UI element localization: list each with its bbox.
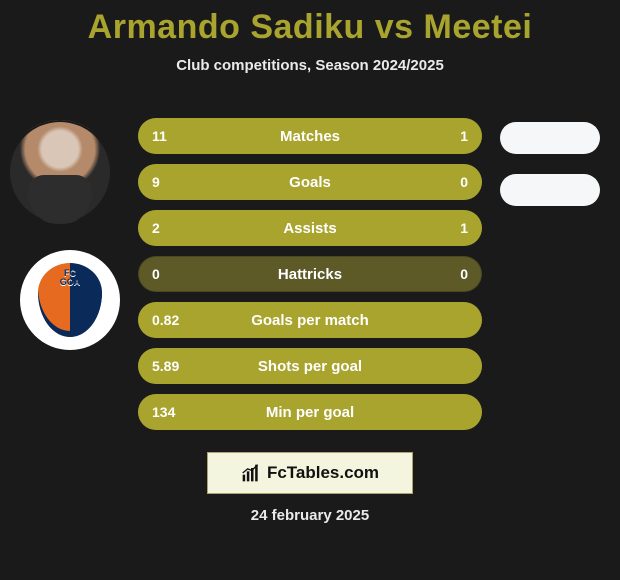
stat-label: Goals xyxy=(138,174,482,191)
snapshot-date: 24 february 2025 xyxy=(0,507,620,524)
stat-value-right: 0 xyxy=(460,174,468,190)
chart-icon xyxy=(241,463,261,483)
player2-avatar xyxy=(500,122,600,154)
player1-avatar xyxy=(8,120,112,224)
stat-row: 134Min per goal xyxy=(138,394,482,430)
player2-club-logo xyxy=(500,174,600,206)
stat-row: 9Goals0 xyxy=(138,164,482,200)
stat-label: Min per goal xyxy=(138,404,482,421)
stat-label: Matches xyxy=(138,128,482,145)
stat-row: 2Assists1 xyxy=(138,210,482,246)
stat-row: 11Matches1 xyxy=(138,118,482,154)
club-logo-text: FCGOA xyxy=(38,269,102,287)
stat-row: 0Hattricks0 xyxy=(138,256,482,292)
brand-badge: FcTables.com xyxy=(207,452,413,494)
stat-value-right: 0 xyxy=(460,266,468,282)
player1-club-logo: FCGOA xyxy=(20,250,120,350)
stat-rows: 11Matches19Goals02Assists10Hattricks00.8… xyxy=(138,118,482,440)
stat-row: 5.89Shots per goal xyxy=(138,348,482,384)
stat-label: Goals per match xyxy=(138,312,482,329)
stat-label: Shots per goal xyxy=(138,358,482,375)
brand-text: FcTables.com xyxy=(267,463,379,483)
page-subtitle: Club competitions, Season 2024/2025 xyxy=(0,57,620,74)
stat-value-right: 1 xyxy=(460,128,468,144)
stat-label: Hattricks xyxy=(138,266,482,283)
stat-value-right: 1 xyxy=(460,220,468,236)
stat-row: 0.82Goals per match xyxy=(138,302,482,338)
page-title: Armando Sadiku vs Meetei xyxy=(0,0,620,47)
stat-label: Assists xyxy=(138,220,482,237)
